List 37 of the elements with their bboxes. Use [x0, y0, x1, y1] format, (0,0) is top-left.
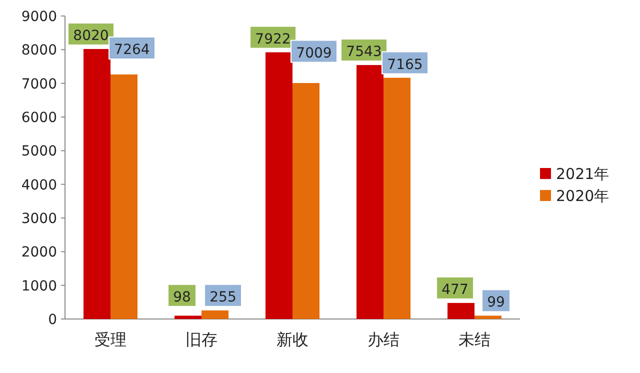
bar: [356, 65, 384, 319]
y-tick-label: 8000: [21, 42, 57, 59]
y-tick-label: 2000: [21, 244, 57, 261]
data-label: 99: [487, 294, 505, 311]
y-tick-label: 6000: [21, 110, 57, 126]
y-tick-label: 9000: [21, 9, 57, 25]
legend-label: 2021年: [556, 165, 610, 183]
y-tick-label: 7000: [21, 76, 57, 92]
y-tick-label: 3000: [21, 211, 57, 227]
x-tick-label: 新收: [276, 330, 308, 349]
bar: [384, 78, 410, 319]
bar: [266, 52, 292, 319]
y-tick-label: 0: [48, 312, 57, 328]
data-label: 7264: [114, 42, 150, 58]
bar: [474, 316, 502, 319]
y-tick-label: 5000: [21, 144, 57, 160]
bar: [84, 48, 110, 319]
data-label: 98: [173, 289, 191, 306]
x-tick-label: 受理: [94, 330, 126, 349]
bar: [292, 83, 320, 319]
bar: [448, 302, 474, 319]
x-tick-label: 办结: [368, 330, 400, 349]
data-label: 7009: [296, 45, 332, 62]
x-tick-label: 旧存: [186, 330, 218, 349]
bar: [174, 316, 202, 319]
bar: [202, 310, 228, 319]
x-tick-label: 未结: [458, 330, 490, 349]
data-label: 8020: [73, 28, 109, 44]
y-tick-label: 4000: [21, 177, 57, 194]
y-tick-label: 1000: [21, 278, 57, 294]
data-label: 7922: [255, 31, 291, 48]
data-label: 255: [210, 289, 236, 306]
bar: [110, 74, 138, 319]
data-label: 477: [442, 282, 468, 298]
data-label: 7543: [346, 44, 382, 60]
legend-label: 2020年: [556, 187, 610, 205]
data-label: 7165: [387, 56, 423, 73]
